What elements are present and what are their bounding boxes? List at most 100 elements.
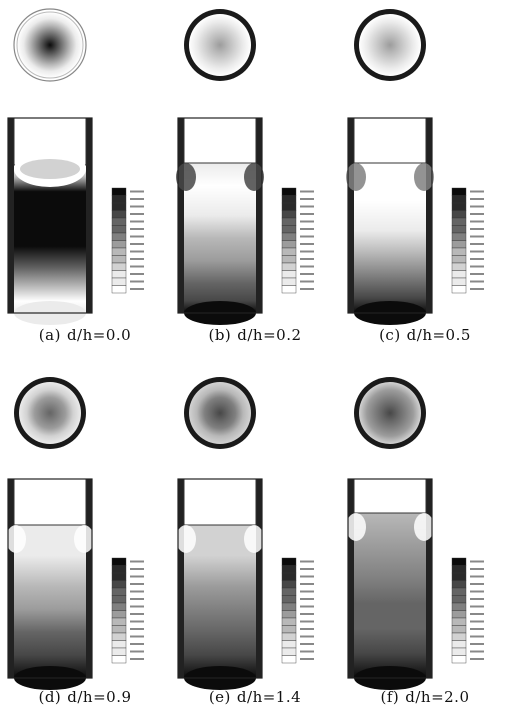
legend-swatch-3 (111, 210, 127, 219)
legend-tick-mark-11 (130, 273, 144, 275)
legend-swatch-9 (281, 255, 297, 264)
legend-swatch-12 (281, 647, 297, 656)
legend-tick-mark-1 (470, 198, 484, 200)
legend-tick-mark-4 (470, 220, 484, 223)
caption-a: (a) d/h=0.0 (0, 326, 170, 344)
legend-swatch-5 (281, 225, 297, 234)
legend-tick-mark-13 (470, 658, 484, 660)
vessel-contour-field (354, 513, 426, 678)
legend-swatch-13 (111, 285, 127, 294)
legend-swatch-9 (111, 625, 127, 634)
panel-d: (d) d/h=0.9 (0, 358, 170, 716)
legend-swatch-1 (451, 565, 467, 574)
legend-swatch-0 (451, 187, 467, 196)
legend-swatch-13 (451, 655, 467, 664)
legend-tick-mark-2 (130, 205, 144, 208)
top-view-disk (19, 382, 81, 444)
legend-swatch-4 (281, 587, 297, 596)
vessel-right-wall (426, 118, 432, 313)
legend-tick-mark-11 (470, 273, 484, 275)
legend-tick-mark-11 (300, 643, 314, 645)
legend-tick-mark-3 (300, 213, 314, 215)
legend-swatch-6 (111, 232, 127, 241)
legend-swatch-8 (281, 247, 297, 256)
vessel-right-wall (256, 118, 262, 313)
panel-e-graphic (176, 377, 314, 690)
vessel-outline (7, 117, 93, 314)
panel-b-graphic (176, 9, 314, 325)
legend-swatch-6 (451, 602, 467, 611)
legend-swatch-6 (281, 602, 297, 611)
legend-tick-mark-12 (300, 650, 314, 653)
legend-swatch-1 (281, 195, 297, 204)
caption-c-param: d/h=0.5 (406, 326, 471, 344)
legend-swatch-12 (111, 277, 127, 286)
vessel-corner-blob-right (244, 525, 264, 553)
legend-tick-mark-10 (130, 635, 144, 638)
vessel-lid-region (353, 117, 427, 164)
caption-b-param: d/h=0.2 (237, 326, 302, 344)
legend-tick-mark-5 (300, 598, 314, 600)
legend-tick-mark-13 (300, 288, 314, 290)
caption-f-label: (f) (380, 688, 400, 706)
vessel-outline (347, 117, 433, 314)
legend-swatch-9 (451, 625, 467, 634)
legend-swatch-0 (281, 557, 297, 566)
top-view-disk (16, 11, 84, 79)
legend-tick-mark-0 (130, 190, 144, 193)
panel-b: (b) d/h=0.2 (170, 0, 340, 358)
legend-tick-mark-13 (130, 288, 144, 290)
legend-swatch-6 (111, 602, 127, 611)
legend-tick-mark-0 (130, 560, 144, 563)
legend-tick-mark-4 (470, 590, 484, 593)
vessel-left-wall (178, 118, 184, 313)
caption-f: (f) d/h=2.0 (340, 688, 510, 706)
legend-tick-mark-6 (470, 235, 484, 238)
legend-tick-mark-9 (470, 258, 484, 260)
legend-tick-mark-7 (470, 613, 484, 615)
legend-swatch-2 (451, 202, 467, 211)
legend-swatch-6 (451, 232, 467, 241)
legend-tick-mark-9 (300, 628, 314, 630)
vessel-left-wall (178, 479, 184, 678)
legend-tick-mark-7 (470, 243, 484, 245)
legend-swatch-10 (451, 262, 467, 271)
legend-tick-mark-4 (300, 590, 314, 593)
legend-tick-mark-8 (300, 620, 314, 623)
legend-tick-mark-4 (130, 220, 144, 223)
legend-tick-mark-9 (130, 628, 144, 630)
legend-swatch-4 (111, 217, 127, 226)
legend-tick-mark-1 (300, 568, 314, 570)
legend-tick-mark-1 (300, 198, 314, 200)
legend-tick-mark-3 (130, 213, 144, 215)
legend-tick-mark-5 (470, 598, 484, 600)
legend-swatch-5 (111, 225, 127, 234)
legend-tick-mark-7 (300, 613, 314, 615)
legend-tick-mark-11 (130, 643, 144, 645)
legend-tick-mark-0 (470, 190, 484, 193)
caption-b-label: (b) (208, 326, 232, 344)
top-view-disk (359, 382, 421, 444)
legend-swatch-11 (451, 640, 467, 649)
legend-tick-mark-10 (470, 265, 484, 268)
legend-swatch-3 (451, 210, 467, 219)
vessel-outline (7, 478, 93, 679)
legend-swatch-12 (451, 277, 467, 286)
panel-f: (f) d/h=2.0 (340, 358, 510, 716)
vessel-right-wall (256, 479, 262, 678)
legend-tick-mark-2 (300, 205, 314, 208)
legend-swatch-7 (281, 610, 297, 619)
vessel-lid-region (183, 117, 257, 164)
legend-tick-mark-6 (130, 235, 144, 238)
legend-swatch-9 (111, 255, 127, 264)
legend-tick-mark-6 (130, 605, 144, 608)
legend-swatch-8 (451, 617, 467, 626)
legend-tick-mark-5 (470, 228, 484, 230)
vessel-lid-region (183, 478, 257, 526)
vessel-left-wall (8, 118, 14, 313)
legend-tick-mark-5 (300, 228, 314, 230)
legend-swatch-8 (451, 247, 467, 256)
top-view-disk (189, 382, 251, 444)
panel-e: (e) d/h=1.4 (170, 358, 340, 716)
